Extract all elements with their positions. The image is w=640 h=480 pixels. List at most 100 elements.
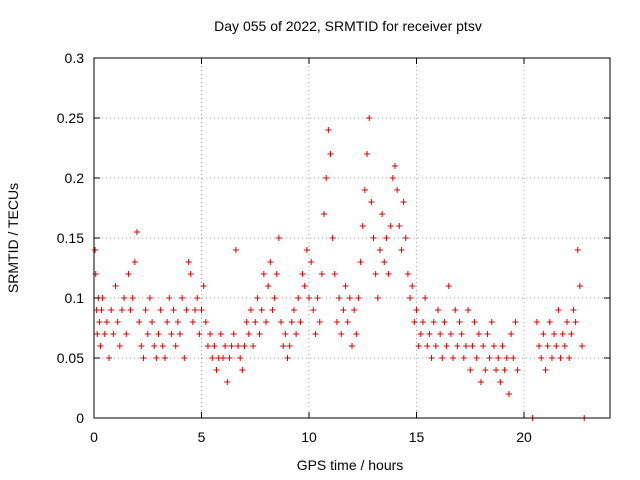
data-point <box>576 283 583 289</box>
data-point <box>303 247 310 253</box>
data-point <box>415 343 422 349</box>
data-point <box>538 355 545 361</box>
data-point <box>331 271 338 277</box>
data-point <box>484 331 491 337</box>
data-point <box>230 331 237 337</box>
data-point <box>224 379 231 385</box>
data-point <box>290 307 297 313</box>
data-point <box>536 343 543 349</box>
data-point <box>144 331 151 337</box>
data-point <box>394 187 401 193</box>
y-tick-label: 0.25 <box>57 110 84 126</box>
data-point <box>164 319 171 325</box>
data-point <box>559 331 566 337</box>
data-point <box>258 307 265 313</box>
data-point <box>243 319 250 325</box>
data-point <box>533 319 540 325</box>
data-point <box>183 307 190 313</box>
data-point <box>443 343 450 349</box>
data-point <box>344 319 351 325</box>
data-point <box>316 319 323 325</box>
data-point <box>458 331 465 337</box>
data-point <box>273 271 280 277</box>
data-point <box>198 307 205 313</box>
data-point <box>323 175 330 181</box>
data-point <box>351 307 358 313</box>
y-tick-label: 0 <box>76 410 84 426</box>
data-point <box>452 307 459 313</box>
data-point <box>247 307 254 313</box>
data-point <box>127 307 134 313</box>
data-point <box>402 235 409 241</box>
data-point <box>140 355 147 361</box>
data-point <box>98 307 105 313</box>
data-point <box>426 331 433 337</box>
data-point <box>278 319 285 325</box>
data-point <box>157 307 164 313</box>
data-point <box>572 319 579 325</box>
data-point <box>555 307 562 313</box>
data-point <box>372 271 379 277</box>
data-point <box>168 331 175 337</box>
data-point <box>252 319 259 325</box>
data-point <box>473 355 480 361</box>
data-point <box>118 307 125 313</box>
data-point <box>357 259 364 265</box>
data-point <box>428 355 435 361</box>
data-point <box>200 283 207 289</box>
data-point <box>553 343 560 349</box>
chart-title: Day 055 of 2022, SRMTID for receiver pts… <box>214 18 482 34</box>
data-point <box>220 355 226 361</box>
data-point <box>574 247 581 253</box>
data-point <box>364 151 371 157</box>
data-point <box>475 331 482 337</box>
data-point <box>422 295 429 301</box>
data-point <box>542 367 549 373</box>
data-point <box>187 271 194 277</box>
data-point <box>92 247 99 253</box>
data-point <box>269 307 276 313</box>
data-point <box>385 271 392 277</box>
data-point <box>456 319 463 325</box>
data-point <box>94 331 101 337</box>
data-point <box>441 319 448 325</box>
data-point <box>510 355 517 361</box>
y-tick-label: 0.1 <box>65 290 85 306</box>
data-point <box>299 271 306 277</box>
data-point <box>245 331 252 337</box>
data-point <box>450 355 457 361</box>
data-point <box>267 259 274 265</box>
data-point <box>336 295 343 301</box>
plot-frame <box>93 57 611 419</box>
data-point <box>204 343 211 349</box>
data-point <box>192 307 199 313</box>
data-point <box>407 295 414 301</box>
data-point <box>383 235 390 241</box>
data-point <box>490 343 497 349</box>
data-point <box>306 295 312 301</box>
data-point <box>202 319 209 325</box>
data-point <box>499 343 506 349</box>
data-point <box>123 331 130 337</box>
data-point <box>570 307 577 313</box>
data-point <box>566 355 573 361</box>
x-tick-label: 15 <box>409 429 425 445</box>
data-point <box>114 319 121 325</box>
data-point <box>368 199 375 205</box>
data-point <box>297 319 304 325</box>
data-point <box>155 331 162 337</box>
data-point <box>488 319 495 325</box>
data-point <box>185 259 192 265</box>
data-point <box>170 307 177 313</box>
data-point <box>153 355 160 361</box>
data-point <box>112 283 119 289</box>
data-point <box>497 379 504 385</box>
axis-ticks: 0 5 10 15 20 0 0.05 0.1 0.15 0.2 0.25 0.3 <box>57 50 610 445</box>
data-point <box>398 247 405 253</box>
data-point <box>579 343 586 349</box>
data-point <box>544 343 551 349</box>
data-point <box>207 331 214 337</box>
data-point <box>400 199 407 205</box>
data-point <box>271 295 278 301</box>
